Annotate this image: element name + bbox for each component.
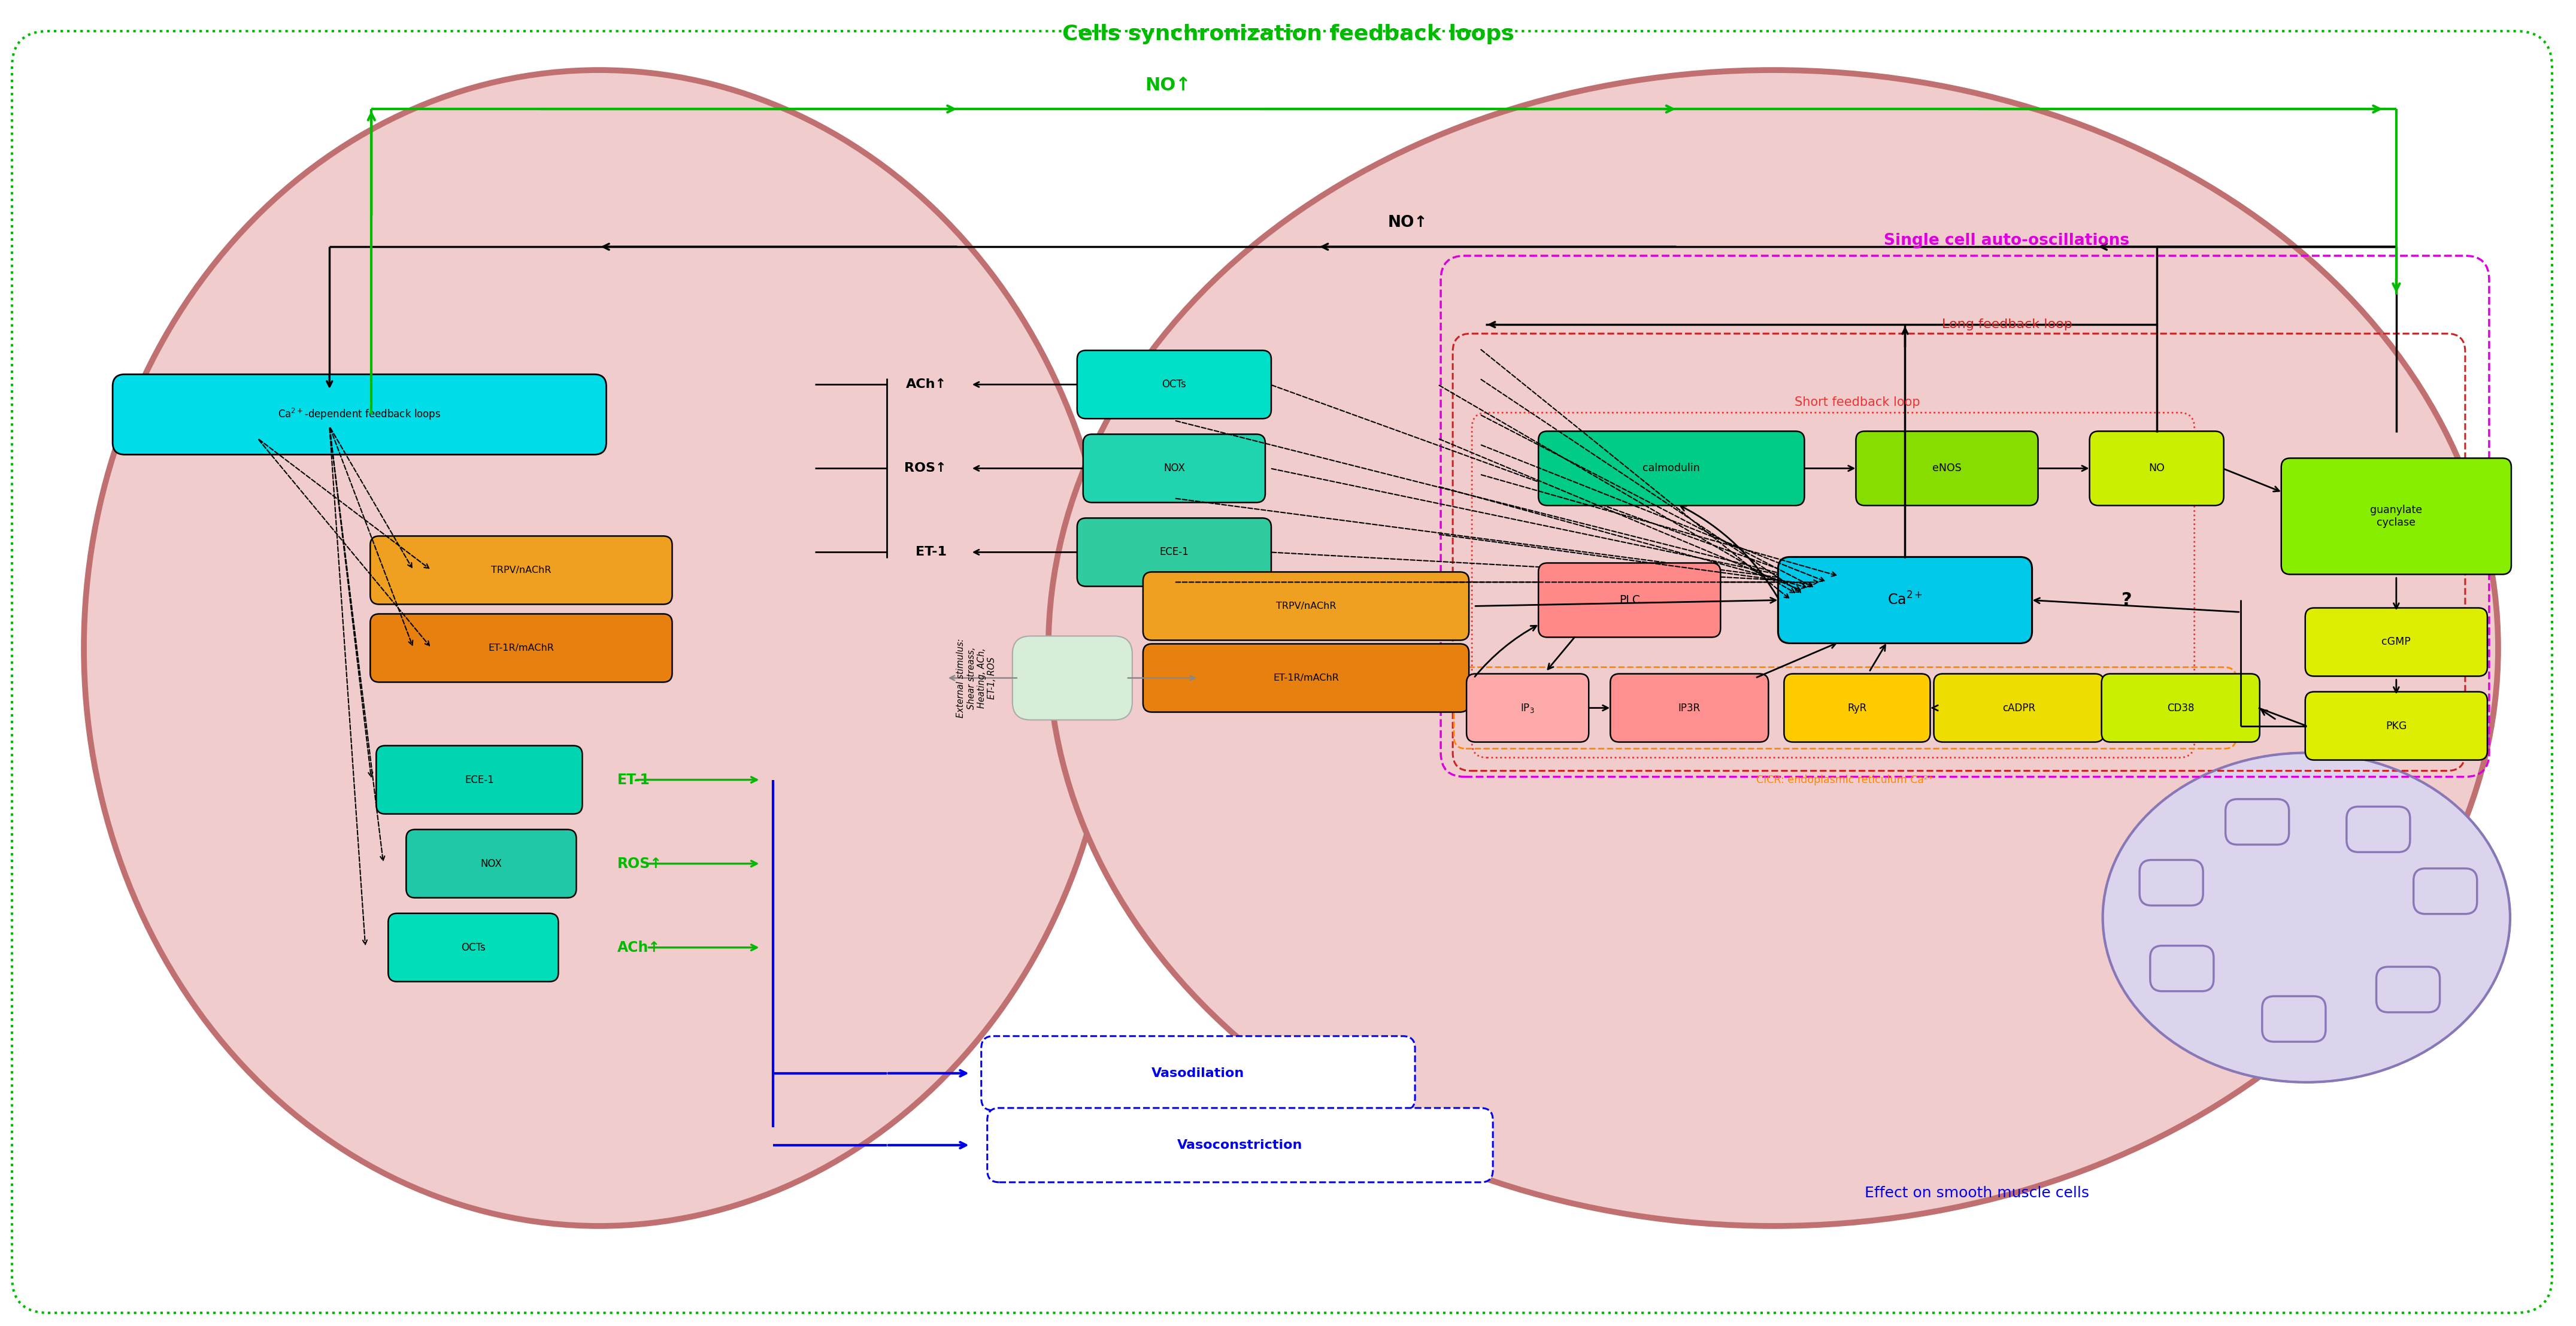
Text: ECE-1: ECE-1 bbox=[1159, 546, 1188, 558]
FancyBboxPatch shape bbox=[1538, 564, 1721, 638]
FancyBboxPatch shape bbox=[981, 1036, 1414, 1110]
Text: Short feedback loop: Short feedback loop bbox=[1795, 396, 1919, 408]
FancyBboxPatch shape bbox=[1144, 644, 1468, 712]
FancyBboxPatch shape bbox=[2306, 692, 2488, 760]
Text: ET-1: ET-1 bbox=[618, 773, 649, 786]
FancyBboxPatch shape bbox=[371, 614, 672, 682]
Text: ACh↑: ACh↑ bbox=[618, 940, 659, 955]
FancyBboxPatch shape bbox=[113, 374, 605, 455]
Text: Long feedback loop: Long feedback loop bbox=[1942, 318, 2071, 330]
Text: Single cell auto-oscillations: Single cell auto-oscillations bbox=[1883, 233, 2130, 248]
Text: cGMP: cGMP bbox=[2383, 636, 2411, 647]
Ellipse shape bbox=[2102, 753, 2509, 1082]
Text: ET-1R/mAChR: ET-1R/mAChR bbox=[1273, 674, 1340, 683]
Text: OCTs: OCTs bbox=[1162, 379, 1188, 390]
FancyBboxPatch shape bbox=[407, 830, 577, 898]
FancyBboxPatch shape bbox=[1610, 674, 1770, 743]
FancyBboxPatch shape bbox=[1466, 674, 1589, 743]
Ellipse shape bbox=[1048, 70, 2499, 1227]
Text: ACh↑: ACh↑ bbox=[907, 378, 945, 390]
FancyBboxPatch shape bbox=[389, 914, 559, 981]
Text: ROS↑: ROS↑ bbox=[618, 857, 662, 871]
Text: Ca$^{2+}$: Ca$^{2+}$ bbox=[1888, 591, 1922, 609]
Text: Vasoconstriction: Vasoconstriction bbox=[1177, 1139, 1303, 1151]
FancyBboxPatch shape bbox=[1777, 557, 2032, 643]
Text: CICR: endoplasmic reticulum Ca²⁺: CICR: endoplasmic reticulum Ca²⁺ bbox=[1757, 774, 1935, 785]
Text: NO↑: NO↑ bbox=[1388, 215, 1427, 231]
FancyBboxPatch shape bbox=[2282, 459, 2512, 574]
FancyBboxPatch shape bbox=[1785, 674, 1929, 743]
Text: NOX: NOX bbox=[1164, 463, 1185, 473]
Text: TRPV/nAChR: TRPV/nAChR bbox=[492, 566, 551, 574]
FancyBboxPatch shape bbox=[2102, 674, 2259, 743]
FancyBboxPatch shape bbox=[2306, 607, 2488, 676]
Text: ET-1: ET-1 bbox=[914, 546, 945, 558]
FancyBboxPatch shape bbox=[1538, 431, 1803, 505]
Text: PLC: PLC bbox=[1620, 594, 1641, 606]
Text: Effect on smooth muscle cells: Effect on smooth muscle cells bbox=[1865, 1185, 2089, 1200]
FancyBboxPatch shape bbox=[2089, 431, 2223, 505]
FancyBboxPatch shape bbox=[376, 745, 582, 814]
Text: IP$_3$: IP$_3$ bbox=[1520, 701, 1535, 713]
Text: ROS↑: ROS↑ bbox=[904, 463, 945, 475]
Text: RyR: RyR bbox=[1847, 703, 1868, 713]
Text: Ca$^{2+}$-dependent feedback loops: Ca$^{2+}$-dependent feedback loops bbox=[278, 407, 440, 422]
FancyBboxPatch shape bbox=[1082, 434, 1265, 503]
Text: NO↑: NO↑ bbox=[1146, 77, 1190, 94]
Text: Vasodilation: Vasodilation bbox=[1151, 1067, 1244, 1079]
Text: OCTs: OCTs bbox=[461, 941, 484, 953]
Text: ET-1R/mAChR: ET-1R/mAChR bbox=[489, 643, 554, 652]
Text: NO: NO bbox=[2148, 463, 2164, 473]
FancyBboxPatch shape bbox=[1144, 572, 1468, 640]
Text: CD38: CD38 bbox=[2166, 703, 2195, 713]
Text: NOX: NOX bbox=[482, 858, 502, 869]
Ellipse shape bbox=[85, 70, 1115, 1227]
FancyBboxPatch shape bbox=[1012, 636, 1133, 720]
Text: cADPR: cADPR bbox=[2002, 703, 2035, 713]
Text: TRPV/nAChR: TRPV/nAChR bbox=[1275, 602, 1337, 610]
Text: guanylate
cyclase: guanylate cyclase bbox=[2370, 505, 2421, 528]
Text: External stimulus:
Shear streass,
Heating, ACh,
ET-1, ROS: External stimulus: Shear streass, Heatin… bbox=[956, 638, 997, 717]
Text: IP3R: IP3R bbox=[1677, 703, 1700, 713]
FancyBboxPatch shape bbox=[1855, 431, 2038, 505]
Text: calmodulin: calmodulin bbox=[1643, 463, 1700, 473]
FancyBboxPatch shape bbox=[371, 536, 672, 605]
FancyBboxPatch shape bbox=[1935, 674, 2105, 743]
Text: ECE-1: ECE-1 bbox=[464, 774, 495, 785]
Text: PKG: PKG bbox=[2385, 720, 2406, 731]
FancyBboxPatch shape bbox=[987, 1109, 1494, 1183]
FancyBboxPatch shape bbox=[1077, 350, 1270, 419]
Text: ?: ? bbox=[2123, 591, 2133, 609]
Text: eNOS: eNOS bbox=[1932, 463, 1960, 473]
FancyBboxPatch shape bbox=[1077, 518, 1270, 586]
Text: Cells synchronization feedback loops: Cells synchronization feedback loops bbox=[1061, 24, 1515, 44]
